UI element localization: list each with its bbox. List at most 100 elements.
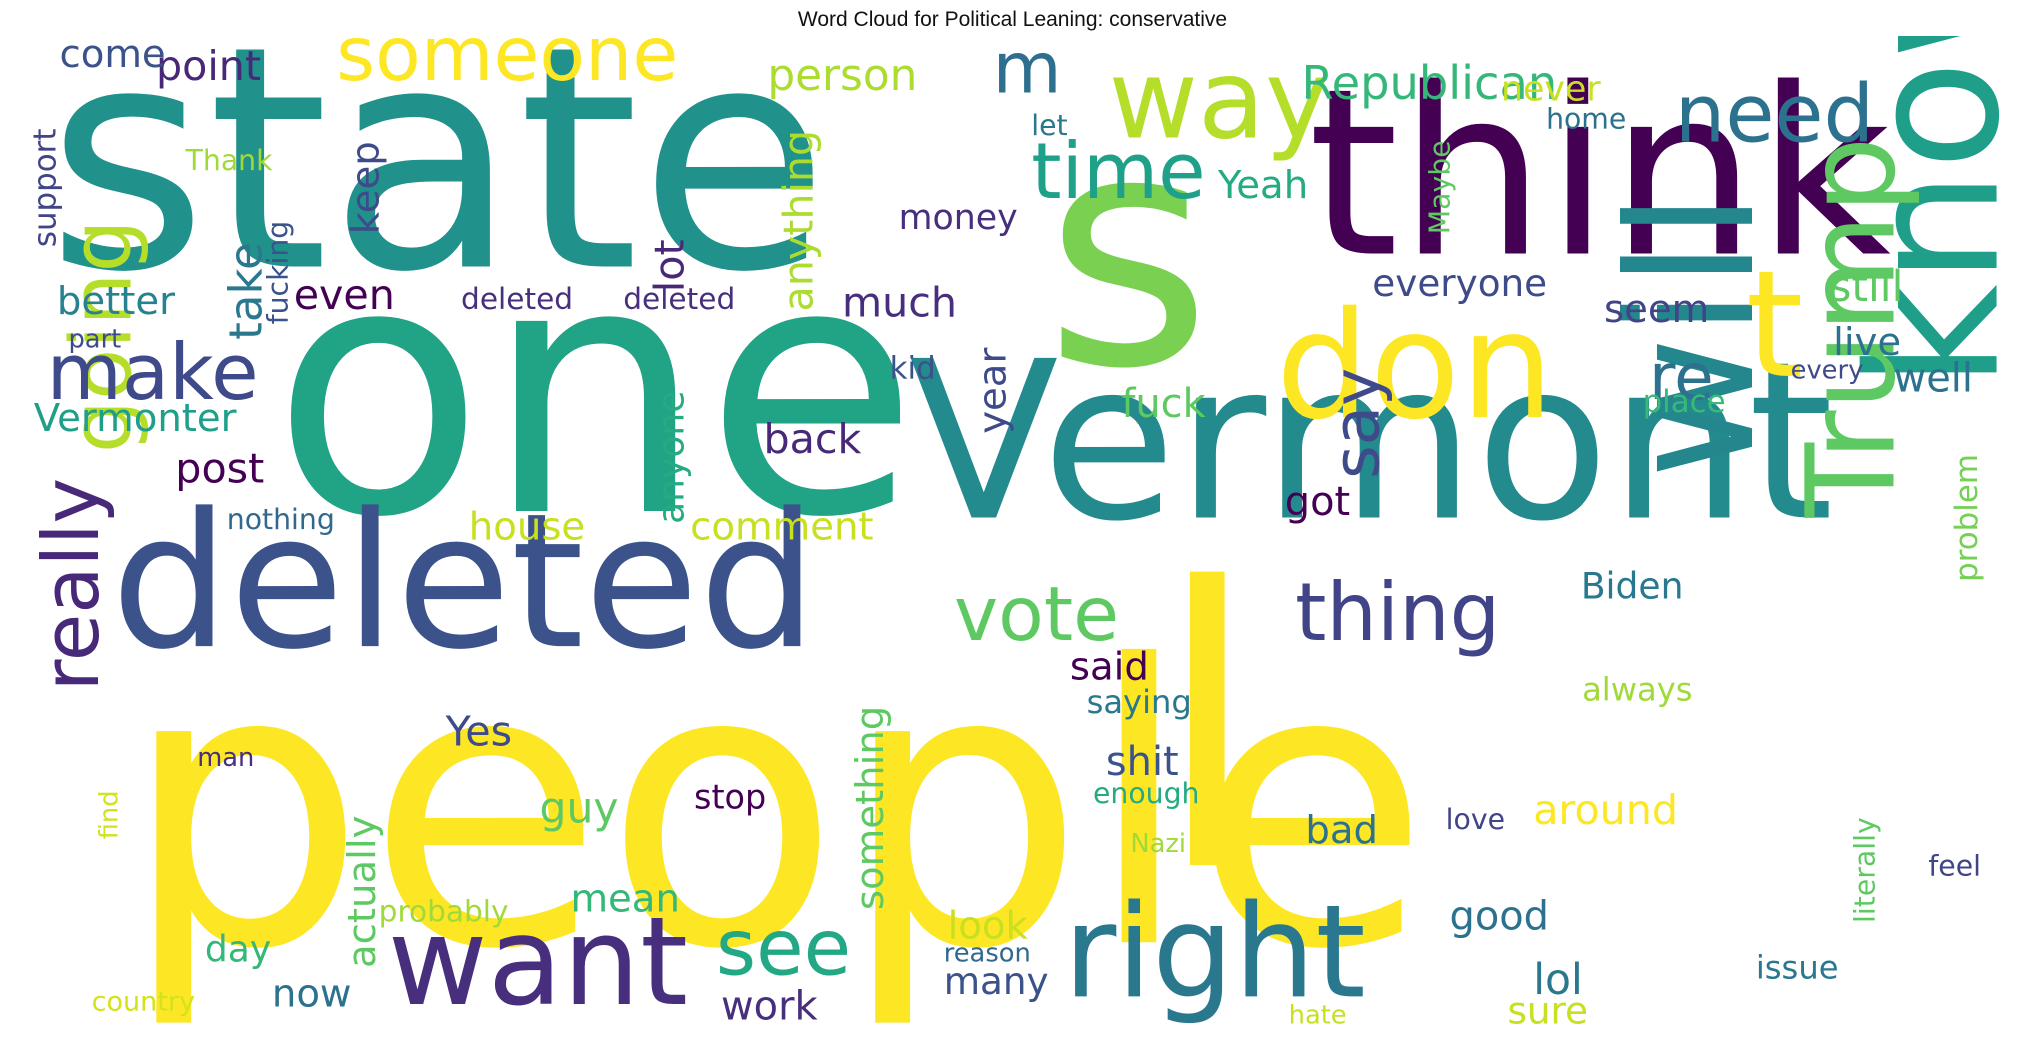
word-literally: literally xyxy=(1848,817,1881,923)
word-keep: keep xyxy=(344,141,389,234)
word-actually: actually xyxy=(340,816,385,968)
word-person: person xyxy=(767,50,917,101)
word-vote: vote xyxy=(954,571,1119,658)
word-sure: sure xyxy=(1507,988,1588,1032)
word-problem: problem xyxy=(1949,454,1985,582)
word-good: good xyxy=(1450,893,1549,939)
word-need: need xyxy=(1675,68,1874,161)
word-thing: thing xyxy=(1295,566,1500,659)
word-comment: comment xyxy=(690,504,873,549)
word-nazi: Nazi xyxy=(1130,829,1186,859)
word-feel: feel xyxy=(1928,849,1981,882)
word-always: always xyxy=(1582,670,1692,708)
word-lol: lol xyxy=(1533,956,1583,1005)
word-kid: kid xyxy=(890,350,936,386)
word-going: going xyxy=(52,219,150,453)
word-lot: lot xyxy=(646,239,694,292)
word-let: let xyxy=(1031,109,1067,142)
word-got: got xyxy=(1285,479,1350,525)
word-look: look xyxy=(948,903,1029,948)
word-guy: guy xyxy=(540,785,619,834)
word-time: time xyxy=(1031,127,1205,217)
word-come: come xyxy=(59,36,165,77)
word-nothing: nothing xyxy=(227,503,335,536)
word-better: better xyxy=(57,279,175,324)
word-trump: Trump xyxy=(1780,136,1923,518)
word-back: back xyxy=(764,415,862,463)
word-l: l xyxy=(1154,508,1261,957)
word-support: support xyxy=(28,129,64,248)
word-want: want xyxy=(388,890,688,1033)
word-s: s xyxy=(1044,64,1212,439)
word-vermont: Vermont xyxy=(909,314,1834,569)
word-anything: anything xyxy=(774,130,822,312)
word-see: see xyxy=(716,903,851,993)
word-don: don xyxy=(1276,280,1554,452)
word-still: still xyxy=(1829,263,1903,312)
word-right: right xyxy=(1063,878,1365,1027)
word-issue: issue xyxy=(1756,948,1839,986)
word-yes: Yes xyxy=(445,707,512,755)
word-deleted: deleted xyxy=(111,474,817,691)
word-part: part xyxy=(68,325,121,355)
word-something: something xyxy=(848,706,893,910)
word-reason: reason xyxy=(944,939,1031,969)
word-seem: seem xyxy=(1604,287,1709,332)
word-year: year xyxy=(970,348,1015,434)
word-fucking: fucking xyxy=(261,221,294,325)
word-shit: shit xyxy=(1106,739,1179,785)
word-never: never xyxy=(1501,69,1601,109)
word-state: state xyxy=(47,36,830,339)
chart-title: Word Cloud for Political Leaning: conser… xyxy=(797,8,1228,31)
word-around: around xyxy=(1533,786,1678,834)
word-said: said xyxy=(1070,645,1149,690)
word-live: live xyxy=(1833,320,1901,365)
word-maybe: Maybe xyxy=(1424,140,1457,234)
word-probably: probably xyxy=(379,895,509,929)
word-deleted: deleted xyxy=(623,282,735,316)
word-many: many xyxy=(944,959,1049,1003)
word-m: m xyxy=(993,36,1062,110)
word-know: know xyxy=(1830,36,2012,389)
word-mean: mean xyxy=(570,876,679,921)
word-someone: someone xyxy=(336,36,678,98)
word-people: people xyxy=(121,585,1430,1034)
word-enough: enough xyxy=(1093,777,1199,810)
word-stop: stop xyxy=(694,777,766,816)
word-home: home xyxy=(1546,103,1626,136)
word-vermonter: Vermonter xyxy=(34,396,237,441)
word-post: post xyxy=(175,445,264,493)
word-work: work xyxy=(721,984,818,1030)
word-country: country xyxy=(92,987,195,1018)
word-place: place xyxy=(1643,384,1726,420)
word-re: re xyxy=(1649,340,1714,415)
word-anyone: anyone xyxy=(652,391,693,524)
word-bad: bad xyxy=(1305,808,1378,853)
word-think: think xyxy=(1308,39,1891,309)
word-money: money xyxy=(899,198,1018,238)
word-saying: saying xyxy=(1087,683,1192,721)
word-even: even xyxy=(294,271,395,319)
word-house: house xyxy=(469,504,585,549)
word-everyone: everyone xyxy=(1372,261,1547,305)
word-much: much xyxy=(842,279,957,327)
word-make: make xyxy=(47,328,259,418)
word-point: point xyxy=(156,42,261,90)
word-say: say xyxy=(1320,368,1395,479)
word-fuck: fuck xyxy=(1121,381,1205,427)
word-love: love xyxy=(1446,803,1505,836)
word-t: t xyxy=(1746,239,1804,411)
word-biden: Biden xyxy=(1581,567,1684,608)
word-will: will xyxy=(1591,192,1793,479)
word-find: find xyxy=(94,790,124,839)
word-way: way xyxy=(1108,36,1329,164)
word-hate: hate xyxy=(1289,1000,1347,1030)
word-republican: Republican xyxy=(1302,56,1558,110)
word-thank: Thank xyxy=(185,144,273,177)
word-one: one xyxy=(272,188,919,593)
word-well: well xyxy=(1894,355,1973,401)
word-yeah: Yeah xyxy=(1217,163,1308,208)
word-day: day xyxy=(205,930,271,971)
word-deleted: deleted xyxy=(461,282,573,316)
